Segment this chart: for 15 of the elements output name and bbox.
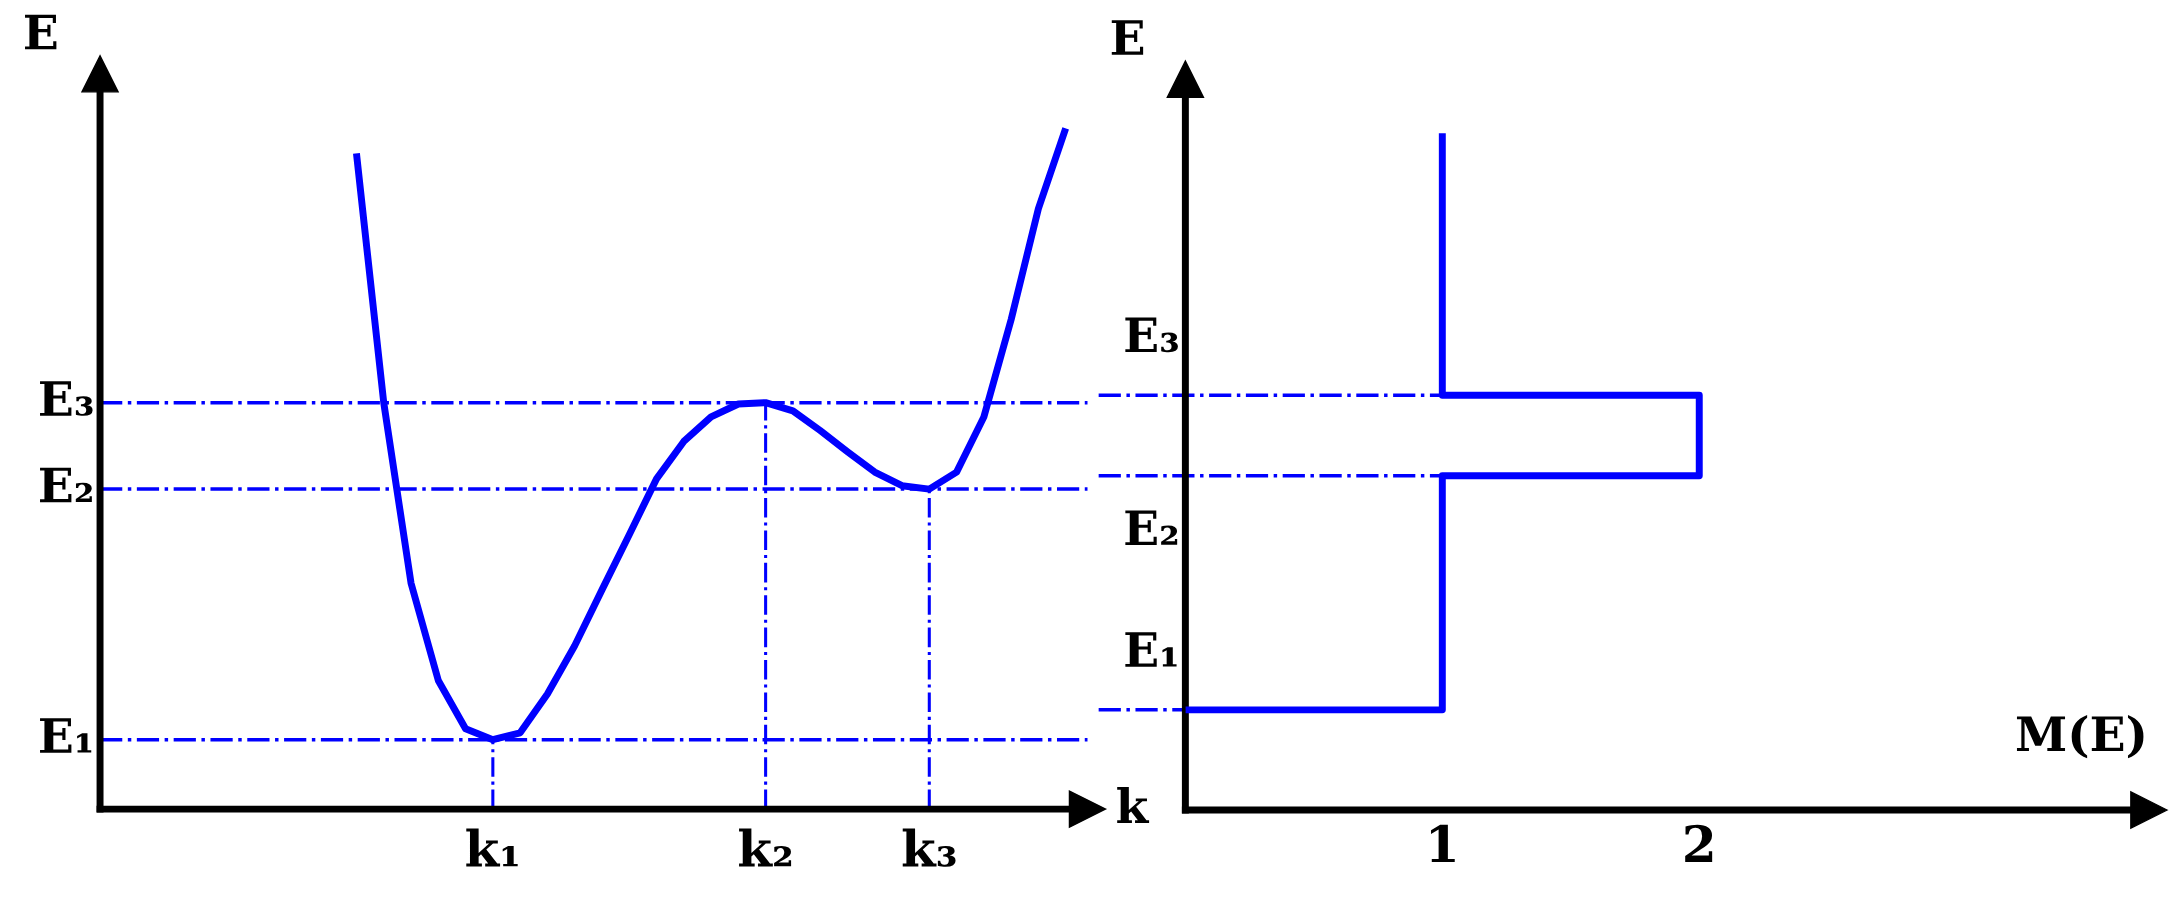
x-tick-label: k₃: [902, 828, 956, 867]
x-axis-title: M(E): [2016, 715, 2144, 759]
y-axis-title: E: [25, 14, 57, 50]
ref-line-label: E₁: [1125, 632, 1177, 667]
ref-line-label: E₃: [40, 381, 93, 416]
x-tick-label: k₂: [739, 828, 792, 867]
ref-line-label: E₃: [1125, 317, 1178, 353]
x-tick-label: 1: [1431, 824, 1455, 862]
ref-line-label: E₁: [40, 718, 92, 753]
x-tick-label: k₁: [466, 828, 518, 867]
x-tick-label: 2: [1685, 824, 1713, 862]
ref-line-label: E₂: [40, 467, 92, 503]
x-axis-title: k: [1117, 787, 1150, 823]
ref-line-label: E₂: [1125, 510, 1178, 545]
y-axis-title: E: [1111, 20, 1144, 55]
